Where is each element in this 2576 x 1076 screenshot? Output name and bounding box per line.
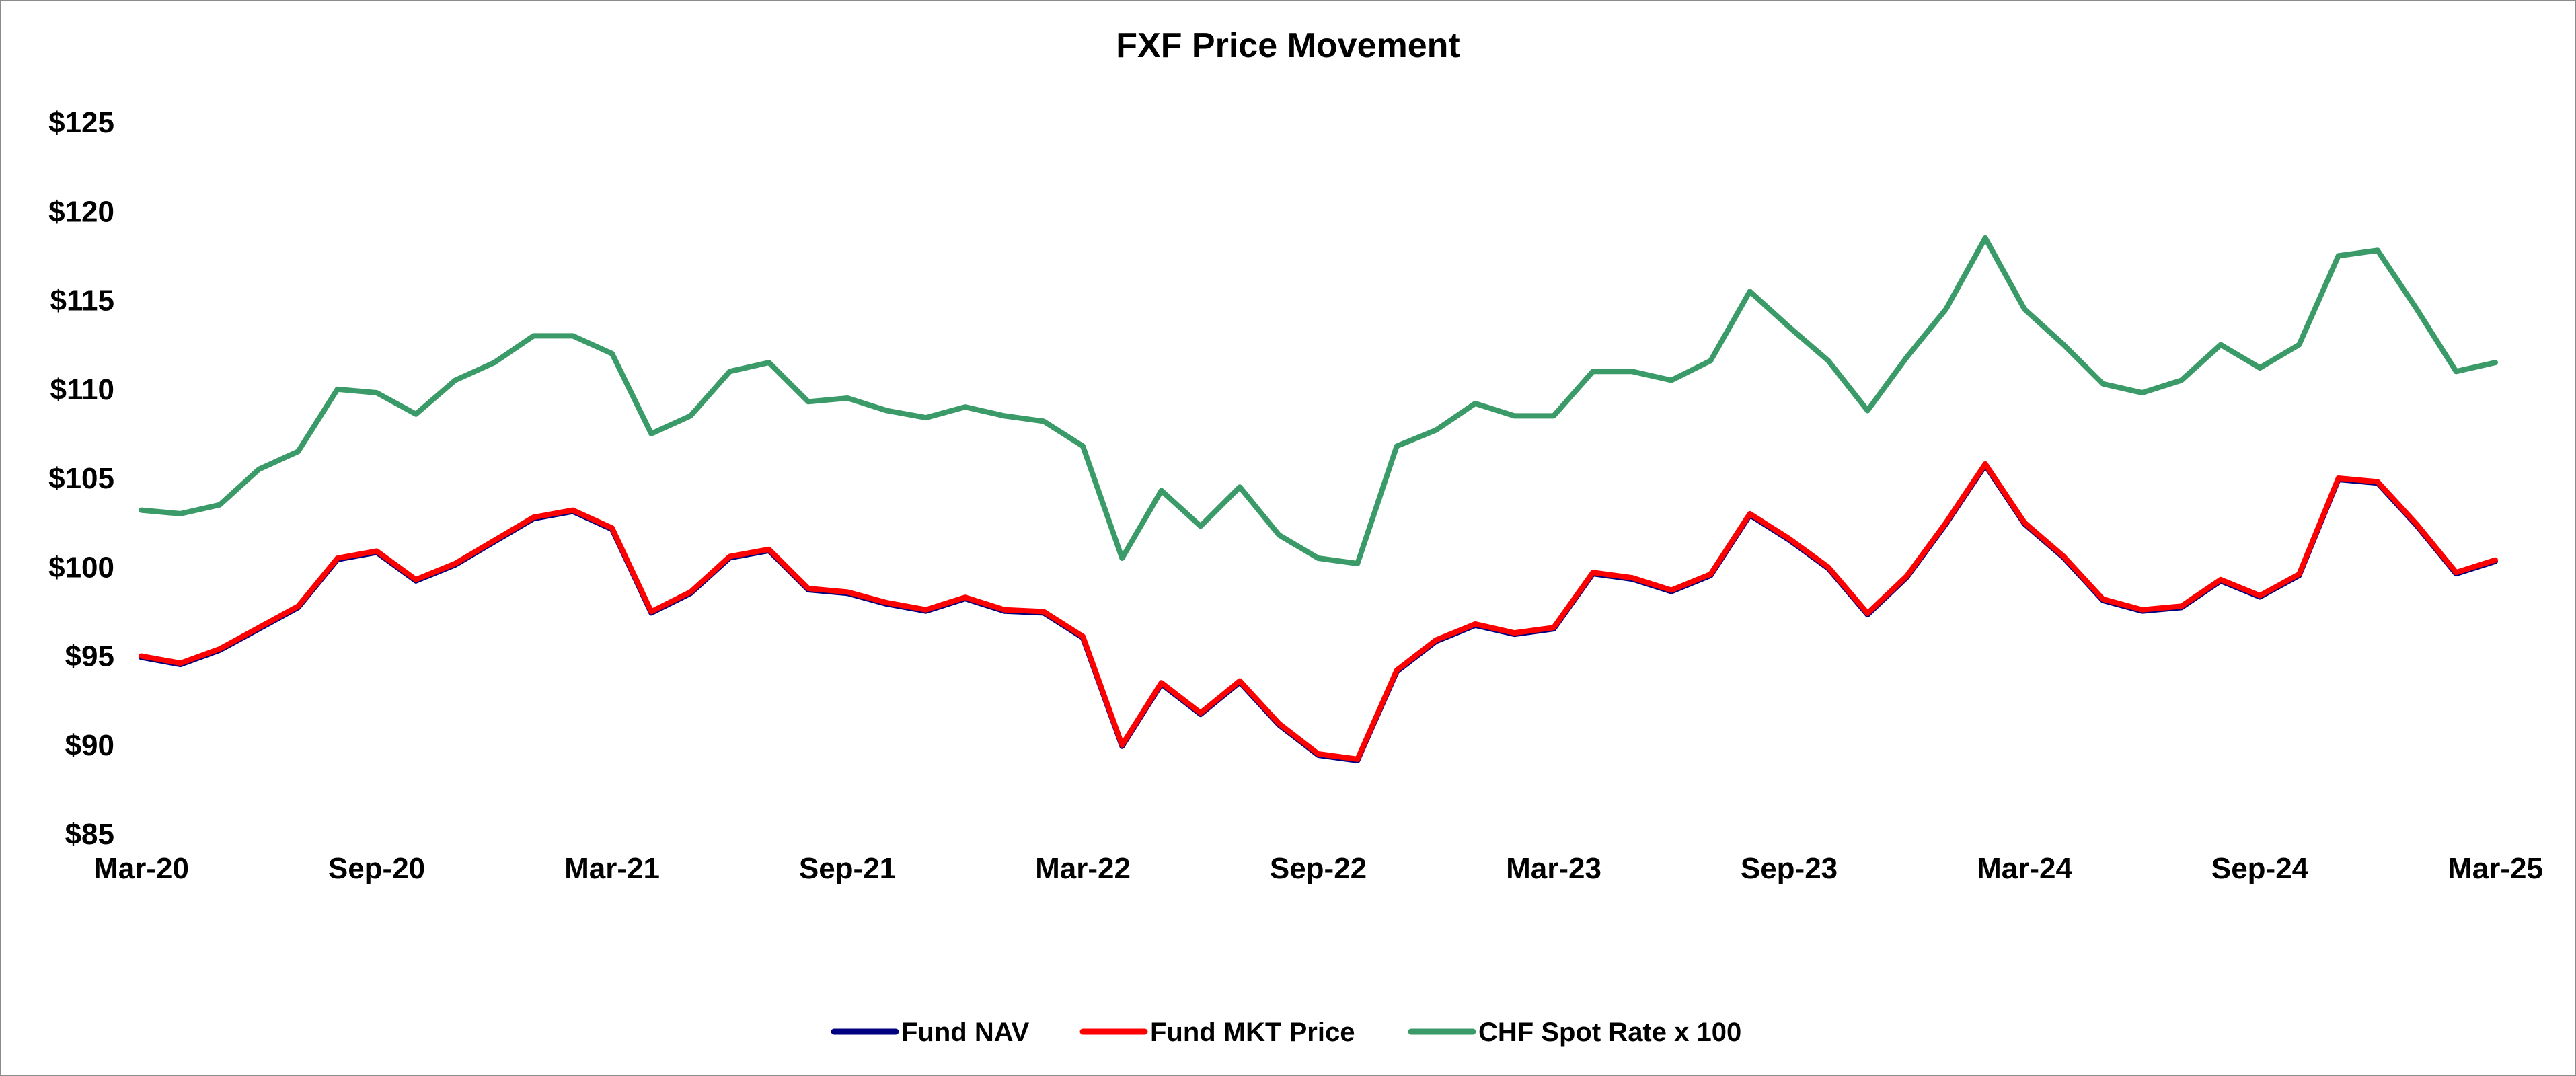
series-line-2 [139, 235, 2498, 566]
x-tick-label: Sep-20 [328, 852, 425, 885]
x-tick-label: Mar-20 [93, 852, 189, 885]
y-tick-label: $90 [65, 729, 114, 762]
x-tick-label: Mar-25 [2448, 852, 2543, 885]
series-line-0 [139, 462, 2498, 763]
y-tick-label: $110 [50, 373, 114, 406]
x-tick-label: Sep-23 [1741, 852, 1838, 885]
x-tick-label: Mar-22 [1035, 852, 1131, 885]
x-tick-label: Sep-22 [1270, 852, 1367, 885]
y-tick-label: $85 [65, 818, 114, 851]
x-tick-label: Mar-23 [1506, 852, 1601, 885]
x-axis-ticks: Mar-20 Sep-20 Mar-21 Sep-21 Mar-22 Sep-22 Mar-… [93, 852, 2543, 885]
legend: Fund NAV Fund MKT Price CHF Spot Rate x 10… [831, 1017, 1741, 1047]
legend-label: Fund MKT Price [1150, 1017, 1355, 1047]
y-axis-ticks: $85 $90 $95 $100 $105 $110 $115 $120 $125 [48, 106, 114, 851]
y-tick-label: $125 [48, 106, 114, 139]
x-tick-label: Sep-21 [799, 852, 896, 885]
y-tick-label: $105 [48, 462, 114, 495]
legend-label: Fund NAV [901, 1017, 1030, 1047]
series-line-1 [139, 461, 2498, 762]
y-tick-label: $120 [48, 195, 114, 228]
x-tick-label: Sep-24 [2211, 852, 2309, 885]
chart-title: FXF Price Movement [1116, 26, 1460, 65]
series-lines [139, 235, 2498, 763]
x-tick-label: Mar-21 [564, 852, 660, 885]
x-tick-label: Mar-24 [1977, 852, 2072, 885]
y-tick-label: $115 [50, 284, 114, 317]
legend-label: CHF Spot Rate x 100 [1478, 1017, 1741, 1047]
y-tick-label: $95 [65, 640, 114, 673]
y-tick-label: $100 [48, 551, 114, 584]
